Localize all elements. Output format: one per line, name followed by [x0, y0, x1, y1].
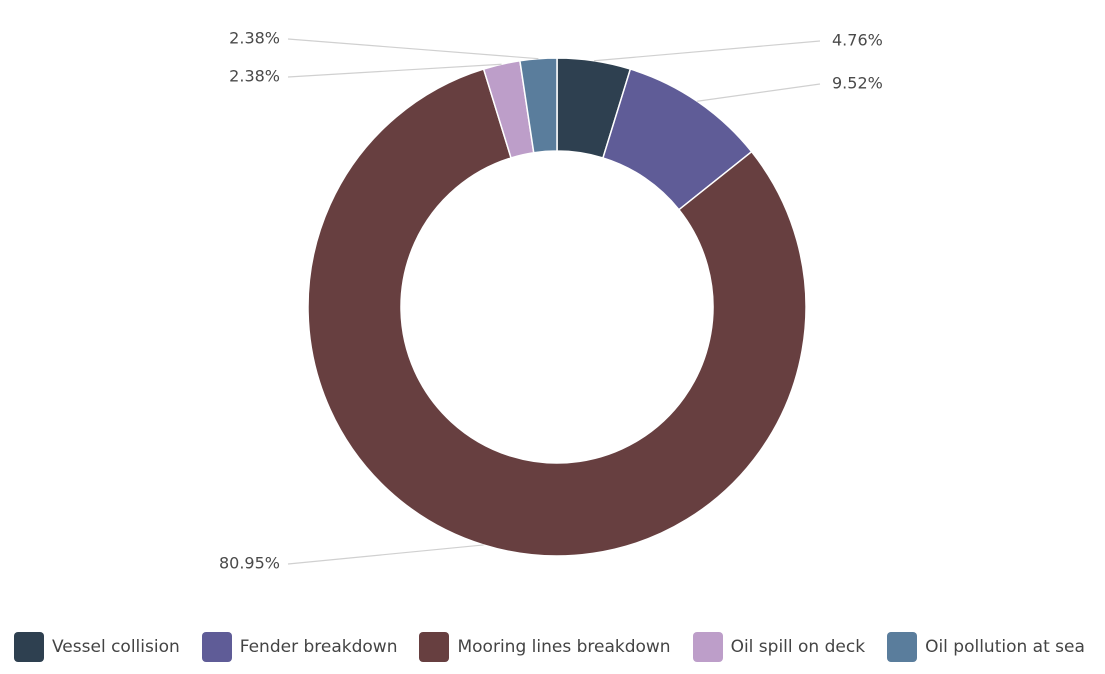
legend-swatch — [201, 632, 232, 662]
legend-swatch — [419, 632, 450, 662]
legend-label: Fender breakdown — [239, 637, 398, 657]
legend-swatch — [14, 632, 44, 662]
data-label-oil-spill-on-deck: 2.38% — [229, 67, 280, 86]
data-label-vessel-collision: 4.76% — [832, 31, 883, 50]
leader-line-oil-spill-on-deck — [287, 63, 502, 78]
legend-label: Mooring lines breakdown — [457, 637, 671, 657]
legend-item-fender-breakdown[interactable]: Fender breakdown — [201, 632, 398, 662]
chart-legend: Vessel collision Fender breakdown Mooring … — [14, 630, 1105, 664]
leader-line-fender-breakdown — [697, 83, 821, 102]
legend-item-oil-pollution-at-sea[interactable]: Oil pollution at sea — [887, 632, 1085, 662]
legend-item-mooring-lines-breakdown[interactable]: Mooring lines breakdown — [419, 632, 671, 662]
data-label-oil-pollution-at-sea: 2.38% — [229, 29, 280, 48]
donut-chart: 4.76% 9.52% 80.95% 2.38% 2.38% — [219, 29, 883, 573]
leader-line-oil-pollution-at-sea — [287, 38, 539, 60]
leader-line-mooring-lines-breakdown — [287, 544, 484, 565]
legend-swatch — [887, 632, 918, 662]
legend-item-vessel-collision[interactable]: Vessel collision — [14, 632, 180, 662]
leader-line-vessel-collision — [594, 40, 821, 62]
data-labels: 4.76% 9.52% 80.95% 2.38% 2.38% — [219, 29, 883, 573]
slice-oil-pollution-at-sea[interactable] — [519, 57, 558, 154]
data-label-fender-breakdown: 9.52% — [832, 74, 883, 93]
legend-label: Oil pollution at sea — [925, 637, 1085, 657]
legend-item-oil-spill-on-deck[interactable]: Oil spill on deck — [692, 632, 866, 662]
legend-label: Vessel collision — [52, 637, 180, 657]
legend-label: Oil spill on deck — [730, 637, 866, 657]
slice-mooring-lines-breakdown[interactable] — [307, 68, 807, 557]
label-leader-lines — [287, 38, 821, 565]
legend-swatch — [692, 632, 723, 662]
data-label-mooring-lines-breakdown: 80.95% — [219, 554, 280, 573]
donut-slices — [307, 57, 807, 557]
